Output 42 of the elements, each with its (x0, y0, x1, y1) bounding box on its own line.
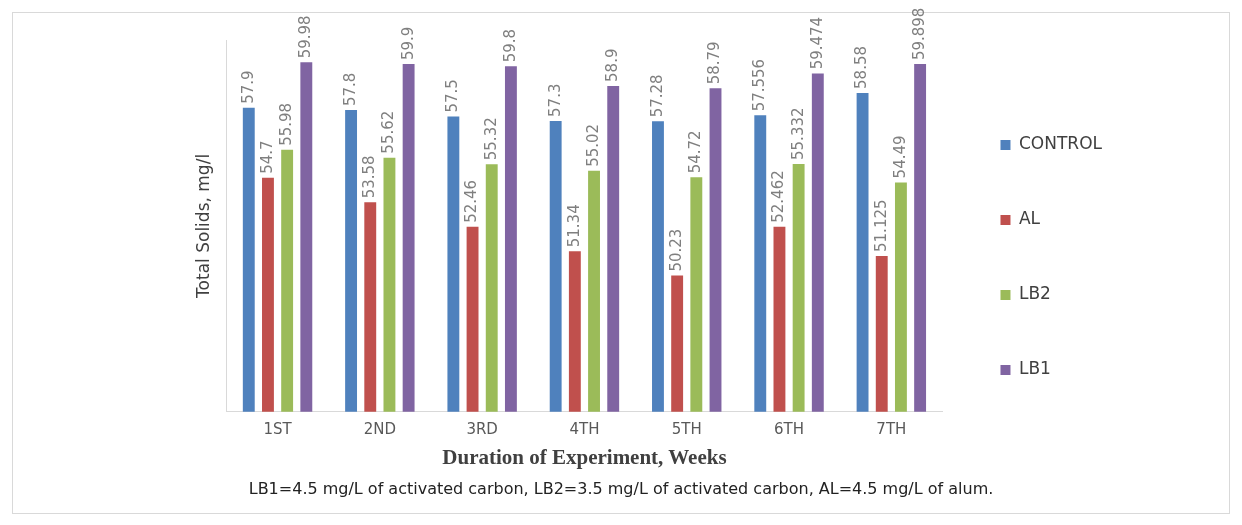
data-label: 59.8 (500, 28, 519, 63)
x-tick-label: 6TH (774, 419, 805, 438)
data-label: 58.58 (852, 45, 871, 89)
data-label: 57.28 (647, 74, 666, 118)
x-tick-label: 5TH (671, 419, 702, 438)
data-label: 55.98 (277, 102, 296, 146)
data-label: 55.332 (788, 107, 807, 160)
legend-label: AL (1018, 208, 1041, 229)
data-label: 53.58 (360, 155, 379, 199)
data-label: 52.462 (769, 170, 788, 223)
data-label: 51.125 (871, 199, 890, 252)
y-axis-title: Total Solids, mg/l (192, 153, 213, 299)
legend-label: CONTROL (1018, 133, 1103, 154)
data-label: 59.98 (296, 15, 315, 59)
data-label: 52.46 (462, 179, 481, 223)
x-tick-label: 7TH (876, 419, 907, 438)
data-label: 59.9 (398, 26, 417, 61)
legend-label: LB2 (1018, 283, 1051, 304)
text: LB1=4.5 mg/L of activated carbon, LB2=3.5 mg/L of activated carbon, AL=4.5 mg/L of alum. (248, 479, 994, 499)
data-label: 58.9 (603, 48, 622, 82)
x-tick-label: 3RD (466, 419, 498, 438)
data-label: 57.5 (443, 79, 462, 113)
data-label: 54.49 (890, 135, 909, 179)
data-label: 50.23 (667, 228, 686, 272)
data-label: 58.79 (705, 41, 724, 85)
x-tick-label: 1ST (263, 419, 293, 438)
data-label: 59.474 (807, 16, 826, 70)
data-label: 55.62 (379, 110, 398, 154)
data-label: 57.8 (340, 72, 359, 106)
x-tick-label: 4TH (569, 419, 600, 438)
data-label: 55.02 (583, 123, 602, 167)
x-tick-label: 2ND (363, 419, 397, 438)
x-axis-title: Duration of Experiment, Weeks (442, 444, 727, 469)
legend-label: LB1 (1018, 358, 1051, 379)
data-label: 54.7 (257, 140, 276, 174)
data-label: 59.898 (910, 7, 928, 61)
data-label: 51.34 (564, 204, 583, 248)
data-label: 57.3 (545, 83, 564, 117)
data-label: 55.32 (481, 117, 500, 161)
data-label: 57.9 (238, 70, 257, 104)
data-label: 57.556 (750, 58, 769, 112)
data-label: 54.72 (686, 130, 705, 174)
